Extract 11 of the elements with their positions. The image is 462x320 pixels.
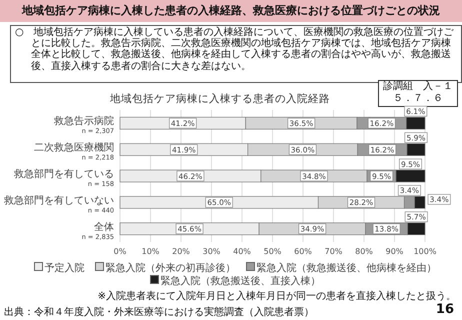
- annotation: ５．７．６: [392, 93, 444, 105]
- subtitle: 地域包括ケア病棟に入棟する患者の入院経路: [109, 92, 331, 106]
- legend-label: 緊急入院（救急搬送後、他病棟を経由）: [256, 262, 436, 275]
- title: 地域包括ケア病棟に入棟した患者の入棟経路、救急医療における位置づけごとの状況: [0, 0, 462, 22]
- annotation: 診調組 入－１: [382, 81, 454, 93]
- annotation: ※入院患者表にて入院年月日と入棟年月日が同一の患者を直接入棟したと扱う。: [98, 290, 456, 303]
- annotation: 出典：令和４年度入院・外来医療等における実態調査（入院患者票）: [4, 306, 314, 319]
- legend-label: 緊急入院（救急搬送後、直接入棟）: [160, 275, 320, 288]
- legend-label: 予定入院: [44, 262, 84, 275]
- annotation: 16: [436, 302, 454, 317]
- legend-label: 緊急入院（外来の初再診後）: [104, 262, 236, 275]
